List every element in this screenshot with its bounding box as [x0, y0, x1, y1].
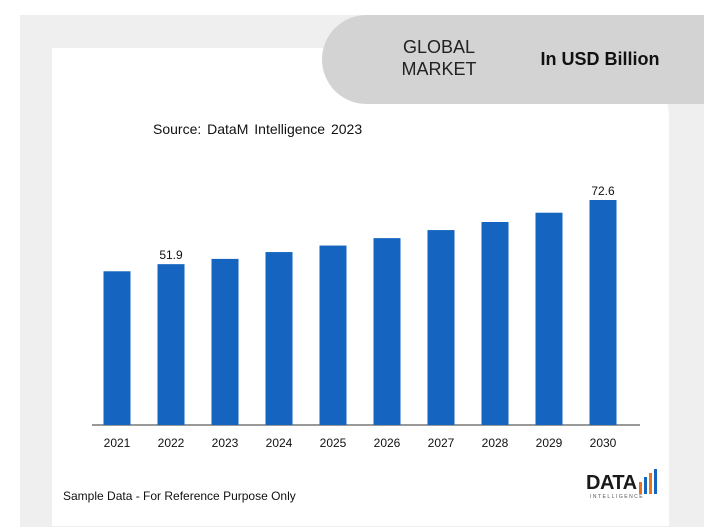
datam-logo: DATA INTELLIGENCE — [586, 466, 666, 502]
tick-label-2024: 2024 — [266, 436, 293, 450]
header-title-line1: GLOBAL — [402, 37, 476, 57]
tick-label-2025: 2025 — [320, 436, 347, 450]
bar-2022 — [157, 264, 185, 425]
tick-label-2027: 2027 — [428, 436, 455, 450]
bar-2029 — [535, 212, 563, 425]
data-label-2022: 51.9 — [159, 248, 183, 262]
header-banner — [322, 15, 704, 104]
tick-label-2023: 2023 — [212, 436, 239, 450]
tick-label-2021: 2021 — [104, 436, 131, 450]
bar-2024 — [265, 252, 293, 425]
bar-2027 — [427, 230, 455, 425]
tick-label-2029: 2029 — [536, 436, 563, 450]
footnote: Sample Data - For Reference Purpose Only — [63, 489, 296, 503]
header-title: GLOBAL MARKET — [380, 36, 498, 80]
bar-2021 — [103, 271, 131, 425]
unit-label: In USD Billion — [540, 49, 660, 69]
logo-text: DATA — [586, 472, 637, 494]
tick-label-2026: 2026 — [374, 436, 401, 450]
logo-bars-icon — [639, 469, 657, 494]
source-text: Source: DataM Intelligence 2023 — [153, 121, 363, 137]
bar-2025 — [319, 245, 347, 425]
logo-subtext: INTELLIGENCE — [590, 494, 645, 500]
bar-2030 — [589, 200, 617, 425]
tick-label-2028: 2028 — [482, 436, 509, 450]
bar-2026 — [373, 238, 401, 425]
chart-card — [52, 48, 669, 526]
data-label-2030: 72.6 — [591, 184, 615, 198]
bar-2023 — [211, 258, 239, 425]
tick-label-2030: 2030 — [590, 436, 617, 450]
bar-2028 — [481, 222, 509, 425]
tick-label-2022: 2022 — [158, 436, 185, 450]
header-title-line2: MARKET — [401, 59, 477, 79]
